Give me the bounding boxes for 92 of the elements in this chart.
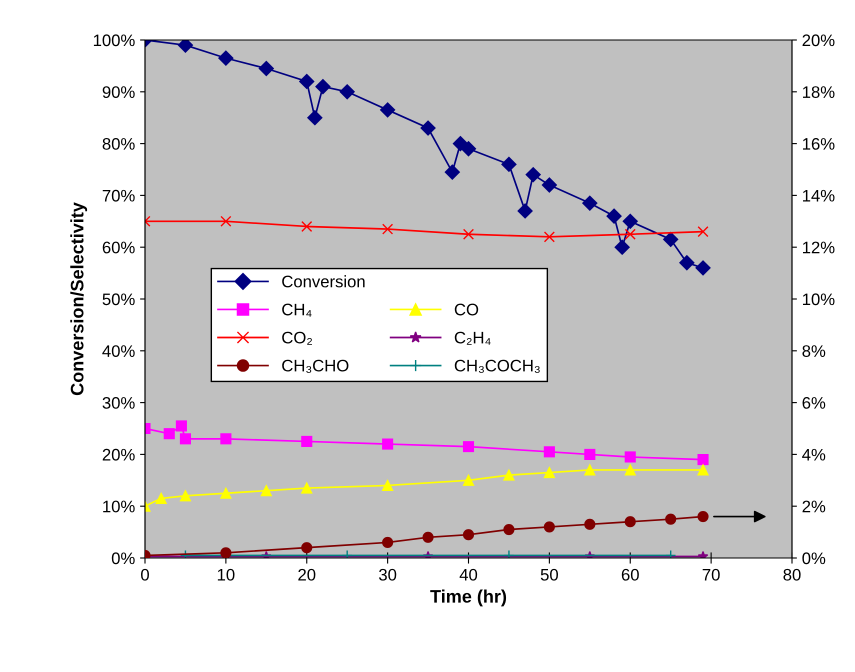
point [663,232,678,247]
point [584,448,596,460]
point [156,492,167,504]
point [382,224,394,235]
y2-tick-label: 6% [802,397,826,409]
point [697,454,709,466]
x-tick-label: 40 [460,568,478,581]
point [679,255,694,270]
x-tick-label: 50 [540,568,558,581]
point [624,451,636,463]
y-tick-label: 90% [102,86,135,98]
point [697,464,709,476]
point [380,102,396,118]
y-tick-label: 40% [102,345,135,358]
x-axis-title: Time (hr) [430,590,506,606]
x-tick-label: 80 [783,568,801,581]
y2-tick-label: 14% [802,190,834,202]
point [180,433,191,444]
point [624,228,636,240]
point [518,203,533,219]
y2-tick-label: 16% [802,138,834,150]
x-tick-label: 20 [298,568,316,581]
y2-tick-label: 8% [802,345,826,358]
point [622,214,638,229]
point [178,40,194,53]
y2-tick-label: 2% [802,500,826,512]
y-tick-label: 0% [112,552,135,564]
legend-label: CH₃CHO [282,360,348,373]
point [582,196,598,211]
point [301,436,312,448]
x-tick-label: 0 [141,568,149,581]
point [299,74,314,90]
point [544,466,555,478]
point [258,60,274,76]
point [382,480,394,492]
point [301,220,312,232]
point [340,84,355,100]
x-tick-label: 70 [702,568,720,581]
point [220,216,232,227]
point [220,488,232,499]
point [180,490,191,502]
point [220,433,232,444]
y2-tick-label: 0% [802,552,826,564]
point [503,470,514,481]
y2-tick-label: 18% [802,86,834,98]
point [501,156,517,172]
legend-label: CH₄ [282,304,312,317]
point [526,167,541,182]
y-tick-label: 60% [102,242,135,254]
y2-tick-label: 20% [802,34,834,46]
y-tick-label: 10% [103,500,135,512]
point [382,438,394,450]
point [697,226,709,238]
point [624,464,636,476]
legend-label: C₂H₄ [454,332,491,345]
x-tick-label: 30 [378,568,396,581]
point [307,110,322,126]
y-tick-label: 70% [102,190,135,202]
point [462,228,474,240]
y2-tick-label: 12% [802,242,834,254]
legend-label: CO [454,304,478,316]
point [584,464,596,476]
point [544,231,555,242]
x-tick-label: 60 [622,568,639,581]
y-tick-label: 100% [94,34,135,46]
point [606,208,622,224]
point [420,120,436,136]
point [260,485,272,496]
y-axis-title: Conversion/Selectivity [70,202,88,396]
y-tick-label: 50% [102,293,135,306]
x-tick-label: 10 [218,568,234,581]
point [315,79,330,94]
y2-tick-label: 4% [802,448,826,461]
point [176,420,187,432]
point [462,474,474,486]
legend-label: CO₂ [282,332,312,345]
legend-label: CH₃COCH₃ [454,360,540,373]
point [695,260,711,276]
point [460,141,476,156]
point [544,446,555,458]
point [614,240,630,255]
point [444,164,460,180]
point [301,482,312,494]
point [218,50,234,66]
y-tick-label: 30% [102,397,135,409]
y-tick-label: 20% [102,448,135,461]
point [462,441,474,452]
y2-tick-label: 10% [802,293,834,306]
point [542,177,557,193]
legend-label: Conversion [282,275,365,288]
y-tick-label: 80% [102,138,135,150]
point [164,428,175,440]
